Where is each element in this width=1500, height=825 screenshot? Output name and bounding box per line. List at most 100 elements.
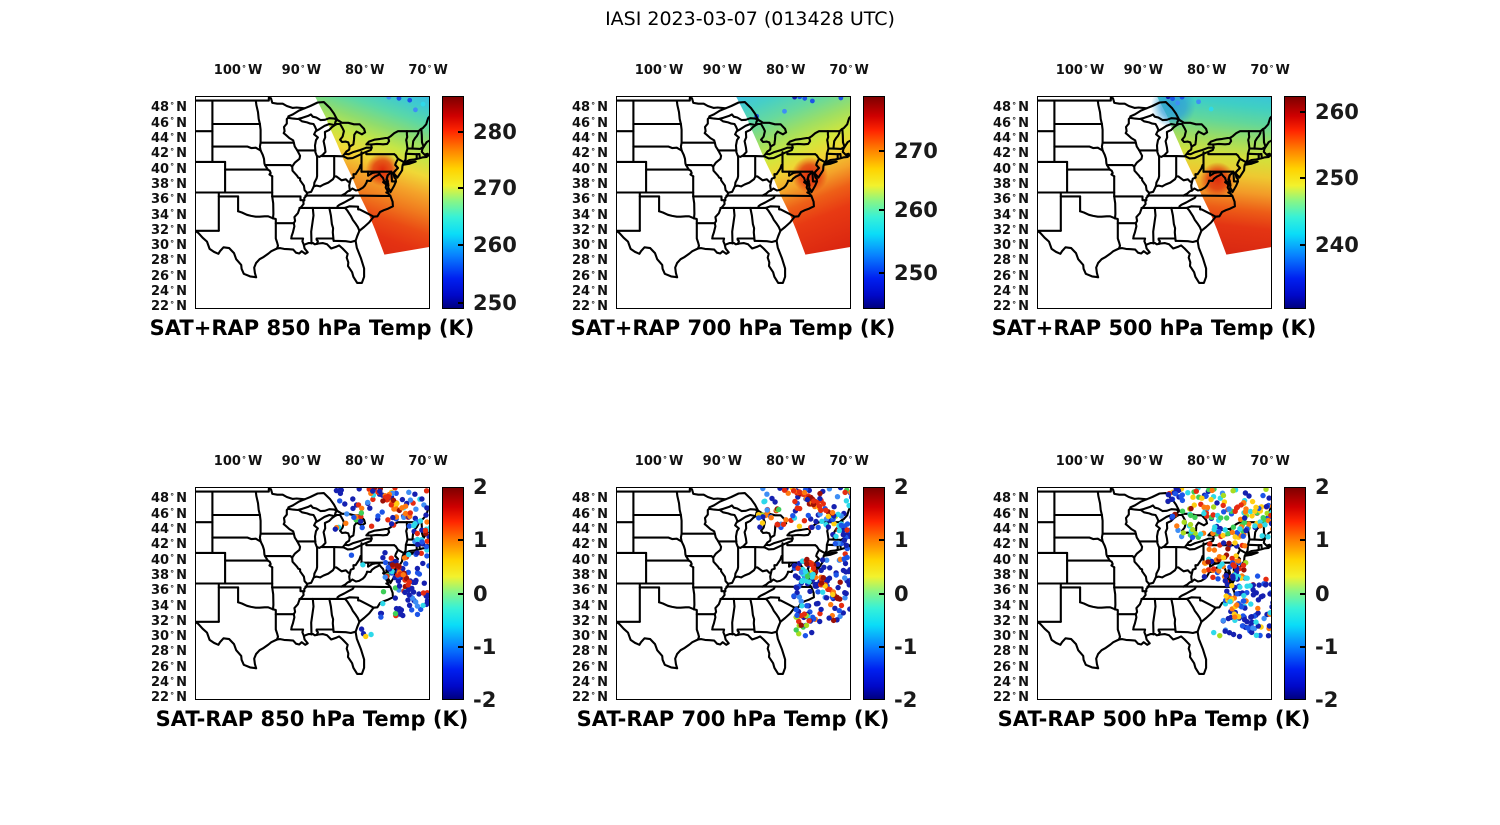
lat-tick-label: 36° N bbox=[150, 583, 187, 599]
lon-tick-label: 90° W bbox=[702, 454, 743, 469]
state-boundary bbox=[823, 551, 838, 557]
state-boundary bbox=[343, 536, 351, 546]
state-boundary bbox=[291, 149, 309, 194]
state-boundary bbox=[1139, 117, 1160, 132]
state-boundary bbox=[343, 145, 351, 155]
lat-tick-label: 34° N bbox=[992, 598, 1029, 614]
degree-symbol: ° bbox=[1012, 492, 1017, 502]
scatter-point bbox=[819, 557, 826, 563]
scatter-point bbox=[1201, 574, 1208, 580]
state-boundary bbox=[786, 136, 812, 146]
state-boundary bbox=[287, 492, 339, 513]
state-boundary bbox=[711, 191, 730, 240]
scatter-point bbox=[1191, 502, 1197, 508]
scatter-point bbox=[785, 490, 791, 496]
swath-speckle bbox=[1175, 100, 1181, 106]
degree-symbol: ° bbox=[170, 116, 175, 126]
lat-tick-label: 30° N bbox=[992, 629, 1029, 645]
scatter-point bbox=[795, 565, 801, 571]
degree-symbol: ° bbox=[1012, 645, 1017, 655]
state-boundary bbox=[310, 597, 315, 636]
scatter-point bbox=[1262, 522, 1268, 528]
colorbar-tick-label: 260 bbox=[1315, 99, 1359, 124]
scatter-point bbox=[780, 521, 787, 527]
degree-symbol: ° bbox=[591, 568, 596, 578]
state-boundary bbox=[312, 155, 319, 188]
state-boundary bbox=[1113, 586, 1117, 611]
state-boundary bbox=[632, 536, 683, 543]
scatter-point bbox=[1172, 491, 1179, 497]
degree-symbol: ° bbox=[591, 675, 596, 685]
state-boundary bbox=[1037, 229, 1100, 279]
state-boundary bbox=[658, 601, 696, 611]
degree-symbol: ° bbox=[427, 454, 432, 464]
state-boundary bbox=[340, 173, 380, 197]
lat-tick-label: 42° N bbox=[992, 146, 1029, 162]
scatter-point bbox=[1242, 543, 1248, 549]
scatter-point bbox=[1241, 567, 1247, 573]
state-boundary bbox=[344, 596, 375, 609]
state-boundary bbox=[736, 628, 778, 636]
map-frame bbox=[616, 487, 851, 700]
state-boundary bbox=[1133, 540, 1151, 585]
lat-tick-label: 42° N bbox=[571, 146, 608, 162]
colorbar-tick bbox=[1300, 177, 1305, 179]
state-boundary bbox=[1178, 585, 1198, 600]
state-boundary bbox=[396, 157, 405, 163]
scatter-point bbox=[791, 593, 797, 599]
colorbar-tick-label: 0 bbox=[473, 581, 488, 606]
scatter-point bbox=[382, 559, 389, 566]
state-boundary bbox=[195, 487, 306, 501]
state-boundary bbox=[712, 149, 730, 194]
degree-symbol: ° bbox=[364, 454, 369, 464]
scatter-point bbox=[424, 538, 430, 544]
scatter-point bbox=[1210, 504, 1217, 510]
scatter-point bbox=[409, 607, 415, 613]
scatter-point bbox=[802, 568, 809, 575]
state-boundary bbox=[315, 628, 357, 636]
scatter-point bbox=[837, 596, 843, 602]
map-sat-minus-rap-700 bbox=[616, 487, 851, 700]
state-boundary bbox=[1262, 127, 1267, 148]
state-boundary bbox=[348, 571, 352, 583]
state-boundary bbox=[344, 205, 375, 218]
scatter-point bbox=[421, 580, 427, 586]
scatter-point bbox=[1174, 523, 1180, 529]
scatter-point bbox=[840, 610, 846, 616]
state-boundary bbox=[405, 521, 409, 541]
map-frame bbox=[195, 487, 430, 700]
scatter-point bbox=[414, 536, 421, 543]
degree-symbol: ° bbox=[1012, 300, 1017, 310]
lat-tick-label: 38° N bbox=[571, 567, 608, 583]
scatter-point bbox=[356, 487, 362, 492]
colorbar-tick-label: 250 bbox=[473, 290, 517, 315]
degree-symbol: ° bbox=[1012, 254, 1017, 264]
scatter-point bbox=[1237, 526, 1243, 532]
scatter-point bbox=[420, 590, 427, 596]
lat-tick-label: 40° N bbox=[150, 161, 187, 177]
state-boundary bbox=[680, 149, 690, 171]
state-boundary bbox=[687, 168, 695, 178]
scatter-point bbox=[1208, 496, 1214, 503]
scatter-point bbox=[756, 515, 762, 521]
scatter-point bbox=[796, 489, 803, 495]
colorbar-tick-label: 280 bbox=[473, 120, 517, 145]
scatter-point bbox=[1185, 490, 1191, 496]
state-boundary bbox=[616, 96, 727, 110]
state-boundary bbox=[291, 540, 309, 585]
lat-tick-label: 46° N bbox=[150, 506, 187, 522]
degree-symbol: ° bbox=[170, 660, 175, 670]
degree-symbol: ° bbox=[591, 131, 596, 141]
state-boundary bbox=[258, 122, 262, 152]
degree-symbol: ° bbox=[591, 553, 596, 563]
scatter-point bbox=[838, 522, 844, 528]
map-frame bbox=[1037, 96, 1272, 309]
degree-symbol: ° bbox=[591, 492, 596, 502]
degree-symbol: ° bbox=[170, 131, 175, 141]
scatter-point bbox=[1189, 534, 1196, 540]
state-boundary bbox=[282, 507, 299, 543]
state-boundary bbox=[211, 145, 262, 152]
scatter-point bbox=[1181, 519, 1187, 525]
lat-tick-label: 40° N bbox=[571, 552, 608, 568]
degree-symbol: ° bbox=[721, 454, 726, 464]
